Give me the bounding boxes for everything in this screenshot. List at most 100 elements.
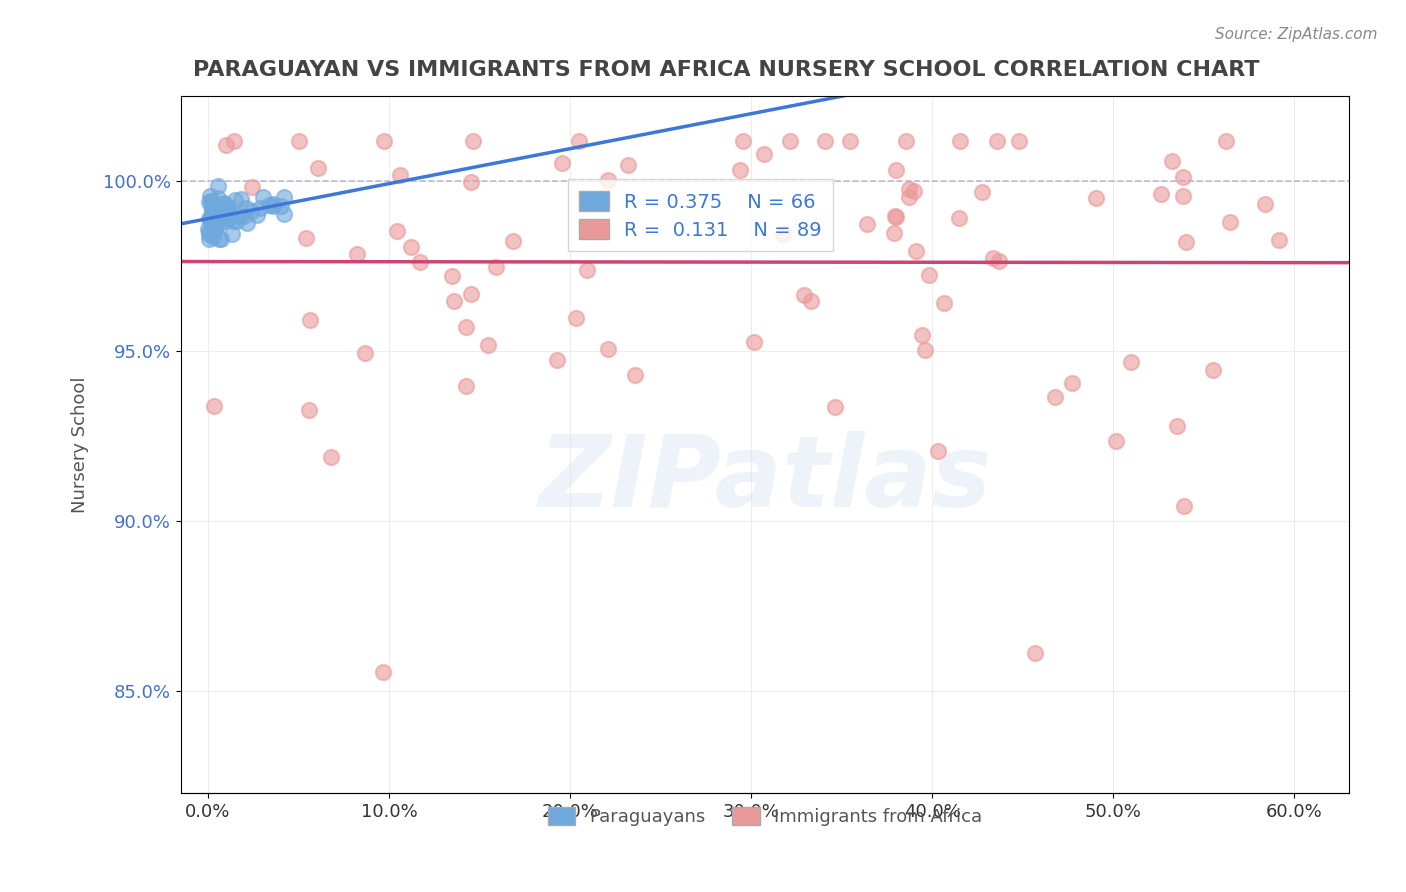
Point: [460, 286, 482, 301]
Point: [460, 175, 482, 189]
Point: [898, 181, 921, 195]
Point: [295, 231, 318, 245]
Point: [218, 203, 240, 218]
Point: [215, 137, 238, 152]
Point: [728, 162, 751, 177]
Point: [200, 213, 222, 227]
Point: [217, 207, 239, 221]
Point: [546, 353, 568, 368]
Point: [927, 444, 949, 458]
Point: [202, 230, 225, 244]
Point: [201, 213, 224, 227]
Point: [617, 158, 640, 172]
Point: [1060, 376, 1083, 391]
Point: [205, 213, 228, 227]
Point: [204, 213, 226, 227]
Point: [443, 293, 465, 308]
Point: [596, 173, 619, 187]
Point: [918, 268, 941, 283]
Point: [824, 400, 846, 414]
Point: [1215, 134, 1237, 148]
Point: [217, 203, 239, 218]
Point: [209, 232, 232, 246]
Point: [204, 222, 226, 236]
Point: [409, 255, 432, 269]
Point: [205, 201, 228, 215]
Point: [898, 190, 921, 204]
Point: [1171, 169, 1194, 184]
Point: [198, 189, 221, 203]
Point: [1173, 499, 1195, 513]
Point: [754, 147, 776, 161]
Point: [988, 254, 1011, 268]
Point: [839, 134, 862, 148]
Point: [262, 196, 284, 211]
Point: [212, 214, 235, 228]
Point: [814, 134, 837, 148]
Point: [198, 232, 221, 246]
Point: [212, 197, 235, 211]
Point: [389, 168, 412, 182]
Point: [914, 343, 936, 357]
Legend: Paraguayans, Immigrants from Africa: Paraguayans, Immigrants from Africa: [540, 799, 990, 833]
Point: [240, 203, 263, 218]
Point: [221, 227, 243, 241]
Point: [793, 287, 815, 301]
Point: [273, 207, 295, 221]
Point: [207, 219, 229, 233]
Point: [197, 222, 219, 236]
Point: [201, 211, 224, 226]
Point: [934, 295, 956, 310]
Point: [200, 211, 222, 225]
Point: [1171, 189, 1194, 203]
Point: [229, 210, 252, 224]
Point: [201, 210, 224, 224]
Point: [198, 195, 221, 210]
Point: [225, 214, 247, 228]
Point: [224, 134, 246, 148]
Point: [217, 200, 239, 214]
Point: [197, 225, 219, 239]
Point: [596, 342, 619, 356]
Point: [209, 204, 232, 219]
Point: [201, 218, 224, 232]
Point: [205, 214, 228, 228]
Point: [1045, 390, 1067, 404]
Point: [1150, 186, 1173, 201]
Point: [217, 211, 239, 225]
Point: [373, 134, 395, 148]
Text: Source: ZipAtlas.com: Source: ZipAtlas.com: [1215, 27, 1378, 42]
Point: [779, 134, 801, 148]
Point: [209, 206, 232, 220]
Point: [949, 134, 972, 148]
Point: [222, 213, 245, 227]
Point: [903, 184, 925, 198]
Point: [202, 400, 225, 414]
Point: [201, 195, 224, 210]
Y-axis label: Nursery School: Nursery School: [72, 376, 89, 513]
Point: [1024, 646, 1046, 660]
Point: [204, 216, 226, 230]
Point: [772, 227, 794, 241]
Point: [568, 134, 591, 148]
Point: [1104, 434, 1126, 448]
Point: [224, 193, 246, 207]
Point: [249, 201, 271, 215]
Point: [399, 240, 422, 254]
Point: [214, 205, 236, 219]
Point: [204, 219, 226, 233]
Point: [884, 210, 907, 224]
Point: [576, 263, 599, 277]
Point: [883, 226, 905, 240]
Point: [236, 216, 259, 230]
Point: [1008, 134, 1031, 148]
Point: [454, 378, 477, 392]
Point: [894, 134, 917, 148]
Text: PARAGUAYAN VS IMMIGRANTS FROM AFRICA NURSERY SCHOOL CORRELATION CHART: PARAGUAYAN VS IMMIGRANTS FROM AFRICA NUR…: [193, 60, 1258, 79]
Point: [886, 163, 908, 178]
Point: [565, 311, 588, 326]
Point: [298, 402, 321, 417]
Point: [884, 209, 907, 223]
Point: [231, 192, 253, 206]
Point: [981, 251, 1004, 265]
